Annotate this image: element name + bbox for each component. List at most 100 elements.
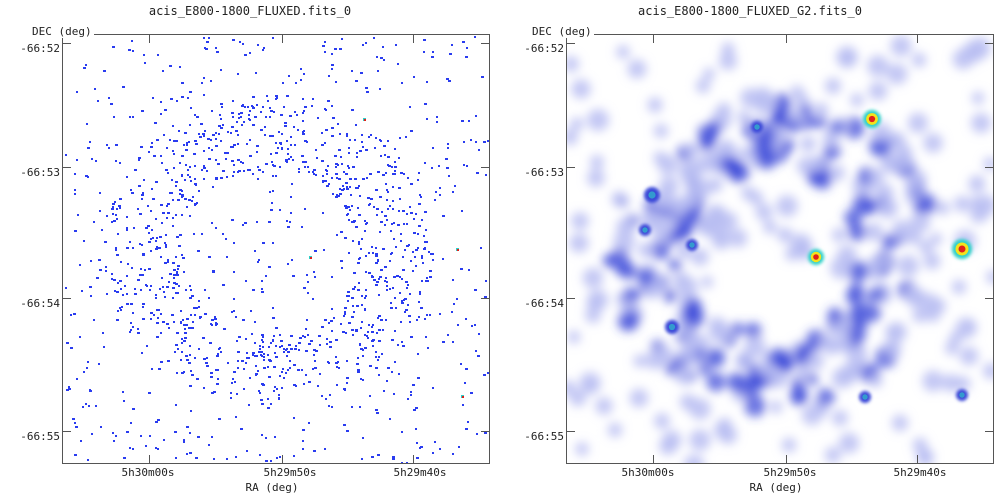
count-pixel: [275, 356, 278, 358]
count-pixel: [329, 341, 332, 343]
count-pixel: [184, 198, 187, 200]
count-pixel: [196, 116, 199, 118]
count-pixel: [194, 114, 196, 116]
emission-blob: [702, 67, 716, 81]
count-pixel: [365, 289, 367, 291]
count-pixel: [90, 295, 92, 297]
count-pixel: [389, 418, 391, 420]
left-panel-title: acis_E800-1800_FLUXED.fits_0: [148, 4, 352, 18]
count-pixel: [258, 169, 261, 171]
count-pixel: [151, 188, 153, 190]
count-pixel: [337, 195, 340, 197]
emission-blob: [716, 102, 732, 118]
count-pixel: [484, 296, 487, 298]
count-pixel: [211, 149, 213, 151]
count-pixel: [189, 432, 191, 434]
count-pixel: [212, 186, 214, 188]
count-pixel: [439, 187, 441, 189]
count-pixel: [324, 41, 326, 43]
count-pixel: [265, 437, 267, 439]
count-pixel: [461, 120, 463, 122]
count-pixel: [150, 238, 152, 240]
count-pixel: [231, 160, 234, 162]
count-pixel: [156, 237, 158, 239]
count-pixel: [330, 320, 333, 322]
count-pixel: [255, 355, 258, 357]
count-pixel: [344, 205, 347, 207]
count-pixel: [289, 360, 291, 362]
count-pixel: [381, 211, 383, 213]
count-pixel: [225, 238, 227, 240]
count-pixel: [220, 351, 222, 353]
count-pixel: [249, 155, 252, 157]
count-pixel: [331, 330, 333, 332]
count-pixel: [189, 91, 192, 93]
count-pixel: [137, 328, 139, 330]
count-pixel: [359, 343, 361, 345]
count-pixel: [392, 208, 394, 210]
right-x-tick-label: 5h29m50s: [763, 466, 817, 479]
count-pixel: [475, 141, 477, 143]
count-pixel: [326, 338, 328, 340]
count-pixel: [264, 126, 266, 128]
count-pixel: [226, 458, 228, 460]
count-pixel: [140, 435, 142, 437]
y-axis-tick: [567, 167, 575, 168]
count-pixel: [186, 359, 189, 361]
count-pixel: [156, 139, 159, 141]
emission-blob: [879, 255, 893, 269]
count-pixel: [304, 166, 306, 168]
count-pixel: [297, 369, 300, 371]
count-pixel: [130, 322, 132, 324]
count-pixel: [390, 307, 393, 309]
count-pixel: [434, 199, 436, 201]
emission-blob: [923, 252, 941, 270]
count-pixel: [130, 329, 132, 331]
count-pixel: [272, 339, 274, 341]
count-pixel: [198, 190, 200, 192]
emission-blob: [951, 279, 967, 295]
count-pixel: [361, 134, 363, 136]
emission-blob: [834, 334, 852, 352]
count-pixel: [474, 324, 476, 326]
count-pixel: [340, 260, 343, 262]
count-pixel: [463, 164, 465, 166]
count-pixel: [103, 70, 106, 72]
count-pixel: [132, 312, 134, 314]
count-pixel: [201, 169, 203, 171]
count-pixel: [298, 349, 300, 351]
count-pixel: [242, 43, 244, 45]
count-pixel: [258, 390, 260, 392]
count-pixel: [465, 368, 468, 370]
count-pixel: [387, 156, 390, 158]
count-pixel: [160, 204, 163, 206]
count-pixel: [248, 404, 250, 406]
count-pixel: [354, 178, 357, 180]
count-pixel: [262, 106, 264, 108]
count-pixel: [442, 215, 445, 217]
count-pixel: [355, 80, 358, 82]
emission-blob: [622, 287, 640, 305]
count-pixel: [313, 169, 316, 171]
left-x-tick-label: 5h29m40s: [393, 466, 447, 479]
count-pixel: [420, 446, 423, 448]
count-pixel: [343, 315, 345, 317]
count-pixel: [335, 356, 337, 358]
count-pixel: [245, 362, 247, 364]
count-pixel: [76, 378, 78, 380]
left-x-tick-label: 5h30m00s: [121, 466, 175, 479]
count-pixel: [276, 388, 278, 390]
count-pixel: [394, 361, 396, 363]
count-pixel: [474, 289, 477, 291]
count-pixel: [181, 351, 183, 353]
count-pixel: [327, 361, 329, 363]
count-pixel: [240, 428, 243, 430]
count-pixel: [331, 177, 333, 179]
count-pixel: [377, 317, 379, 319]
count-pixel: [116, 218, 118, 220]
count-pixel: [261, 339, 263, 341]
count-pixel: [368, 136, 370, 138]
count-pixel: [262, 171, 264, 173]
count-pixel: [346, 430, 349, 432]
count-pixel: [289, 367, 291, 369]
